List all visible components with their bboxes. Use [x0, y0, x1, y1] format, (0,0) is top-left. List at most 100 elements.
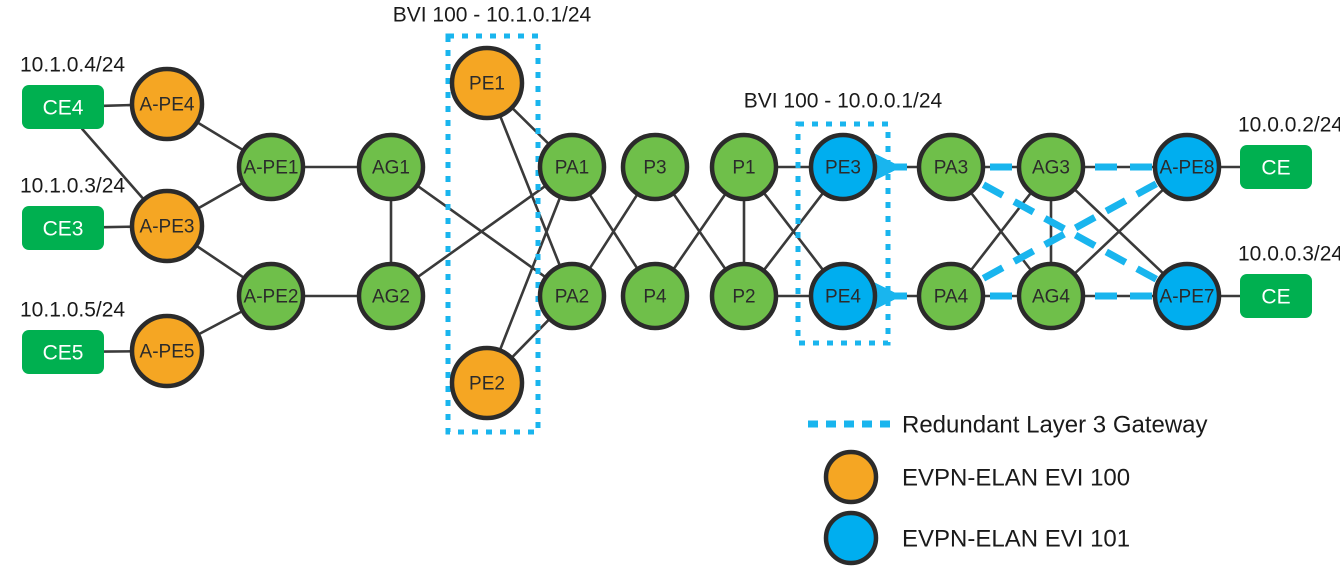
node-circle[interactable] [1152, 261, 1222, 331]
node-label: AG4 [1032, 287, 1070, 308]
ce-device-ce-right-bottom[interactable]: CE [1240, 274, 1312, 318]
bvi-right-box [795, 121, 891, 346]
link-pe1-pa2 [498, 113, 562, 269]
ce-box[interactable] [22, 330, 104, 374]
ce-box[interactable] [1240, 274, 1312, 318]
node-circle[interactable] [356, 261, 426, 331]
node-ag1[interactable]: AG1 [356, 132, 426, 202]
node-pe4[interactable]: PE4 [808, 261, 878, 331]
subnet-label: 10.1.0.5/24 [20, 299, 125, 322]
node-pe3[interactable]: PE3 [808, 132, 878, 202]
legend-item-redundant-gateway: Redundant Layer 3 Gateway [808, 412, 1208, 439]
node-label: PE4 [825, 287, 861, 308]
bvi-right-label: BVI 100 - 10.0.0.1/24 [744, 90, 943, 113]
node-a-pe4[interactable]: A-PE4 [129, 66, 205, 142]
node-circle[interactable] [236, 132, 306, 202]
ce-device-ce5[interactable]: CE5 [22, 330, 104, 374]
node-circle[interactable] [537, 261, 607, 331]
node-circle[interactable] [808, 261, 878, 331]
node-circle[interactable] [808, 132, 878, 202]
network-nodes-layer: A-PE4 A-PE3 A-PE5 A-PE1 A-PE2 AG1 AG2 PE1 PE2 PA1… [129, 45, 1222, 421]
gw-cross-b [859, 146, 1189, 300]
link-ce4-a-pe4 [102, 103, 135, 108]
link-a-pe3-a-pe2 [193, 243, 247, 280]
node-label: PE1 [469, 74, 505, 95]
ce-box[interactable] [22, 85, 104, 129]
node-label: A-PE7 [1160, 287, 1215, 308]
node-pa2[interactable]: PA2 [537, 261, 607, 331]
node-p4[interactable]: P4 [620, 261, 690, 331]
node-a-pe7[interactable]: A-PE7 [1152, 261, 1222, 331]
node-circle[interactable] [537, 132, 607, 202]
legend-item-evi-100: EVPN-ELAN EVI 100 [823, 449, 1130, 505]
node-pe1[interactable]: PE1 [449, 45, 525, 121]
node-circle[interactable] [709, 132, 779, 202]
subnet-label: 10.0.0.2/24 [1238, 114, 1340, 137]
node-circle[interactable] [620, 261, 690, 331]
node-a-pe2[interactable]: A-PE2 [236, 261, 306, 331]
node-label: AG2 [372, 287, 410, 308]
ce-label: CE3 [43, 218, 84, 241]
node-ag3[interactable]: AG3 [1016, 132, 1086, 202]
node-circle[interactable] [1016, 132, 1086, 202]
bvi-left-label: BVI 100 - 10.1.0.1/24 [393, 4, 592, 27]
ce-device-ce4[interactable]: CE4 [22, 85, 104, 129]
node-label: P1 [732, 158, 755, 179]
link-a-pe5-a-pe2 [195, 309, 245, 337]
node-circle[interactable] [449, 45, 525, 121]
ce-label: CE [1261, 157, 1290, 180]
node-pa1[interactable]: PA1 [537, 132, 607, 202]
node-circle[interactable] [709, 261, 779, 331]
node-circle[interactable] [1152, 132, 1222, 202]
node-circle[interactable] [449, 345, 525, 421]
node-a-pe8[interactable]: A-PE8 [1152, 132, 1222, 202]
link-pe2-pa2 [509, 316, 552, 360]
node-p1[interactable]: P1 [709, 132, 779, 202]
node-label: PA1 [555, 158, 590, 179]
node-label: AG3 [1032, 158, 1070, 179]
ce-devices-layer: CE4 10.1.0.4/24 CE3 10.1.0.3/24 CE5 10.1.0.5/… [20, 54, 1340, 374]
node-circle[interactable] [129, 188, 205, 264]
node-circle[interactable] [236, 261, 306, 331]
node-label: P3 [643, 158, 666, 179]
ce-label: CE4 [43, 97, 84, 120]
ce-device-ce-right-top[interactable]: CE [1240, 145, 1312, 189]
link-ag4-a-pe8 [1072, 187, 1166, 276]
legend-circle-swatch [823, 510, 879, 566]
gw-cross-a [859, 163, 1189, 317]
node-pe2[interactable]: PE2 [449, 345, 525, 421]
node-label: A-PE8 [1160, 158, 1215, 179]
node-label: AG1 [372, 158, 410, 179]
node-circle[interactable] [129, 313, 205, 389]
link-pe2-pa1 [498, 194, 562, 353]
link-p4-p1 [671, 191, 728, 272]
node-a-pe5[interactable]: A-PE5 [129, 313, 205, 389]
node-circle[interactable] [356, 132, 426, 202]
node-circle[interactable] [916, 132, 986, 202]
node-pa4[interactable]: PA4 [916, 261, 986, 331]
legend-circle-swatch [823, 449, 879, 505]
node-circle[interactable] [129, 66, 205, 142]
node-ag2[interactable]: AG2 [356, 261, 426, 331]
node-a-pe3[interactable]: A-PE3 [129, 188, 205, 264]
link-pa2-p3 [587, 191, 640, 272]
ce-device-ce3[interactable]: CE3 [22, 206, 104, 250]
bvi-left-box [445, 33, 541, 435]
link-pe1-pa1 [509, 105, 552, 147]
node-p2[interactable]: P2 [709, 261, 779, 331]
ce-box[interactable] [22, 206, 104, 250]
link-a-pe4-a-pe1 [194, 120, 246, 153]
ce-box[interactable] [1240, 145, 1312, 189]
node-circle[interactable] [620, 132, 690, 202]
link-ce3-a-pe3 [102, 225, 135, 229]
legend-label: EVPN-ELAN EVI 101 [902, 526, 1130, 553]
node-label: PA4 [934, 287, 969, 308]
node-circle[interactable] [916, 261, 986, 331]
node-label: A-PE3 [140, 217, 195, 238]
node-circle[interactable] [1016, 261, 1086, 331]
node-ag4[interactable]: AG4 [1016, 261, 1086, 331]
node-a-pe1[interactable]: A-PE1 [236, 132, 306, 202]
node-p3[interactable]: P3 [620, 132, 690, 202]
node-pa3[interactable]: PA3 [916, 132, 986, 202]
